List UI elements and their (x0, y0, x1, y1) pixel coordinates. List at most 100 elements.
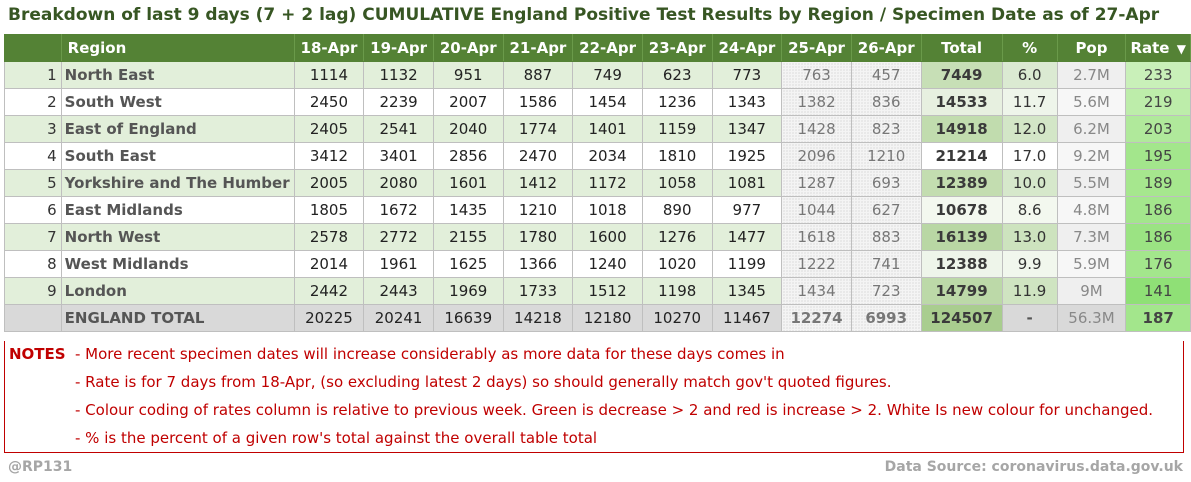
row-percent: 12.0 (1001, 115, 1058, 143)
row-rate: 203 (1125, 115, 1191, 143)
header-date[interactable]: 19-Apr (363, 34, 434, 62)
header-index (4, 34, 62, 62)
row-total: 12388 (920, 250, 1003, 278)
row-percent: - (1001, 304, 1058, 332)
row-index: 2 (4, 88, 62, 116)
row-population: 6.2M (1056, 115, 1127, 143)
region-name: ENGLAND TOTAL (60, 304, 295, 332)
row-total: 14533 (920, 88, 1003, 116)
note-line: - Rate is for 7 days from 18-Apr, (so ex… (75, 373, 892, 391)
data-source: Data Source: coronavirus.data.gov.uk (884, 459, 1183, 475)
lag-day-value: 723 (850, 277, 922, 305)
day-value: 3401 (363, 142, 434, 170)
day-value: 1081 (711, 169, 783, 197)
header-total[interactable]: Total (920, 34, 1003, 62)
lag-day-value: 693 (850, 169, 922, 197)
day-value: 2541 (363, 115, 434, 143)
row-population: 7.3M (1056, 223, 1127, 251)
day-value: 2443 (363, 277, 434, 305)
table-row: 1 North East 1114 1132 951 887 749 623 773 763 457… (4, 61, 1191, 89)
lag-day-value: 1044 (781, 196, 852, 224)
header-date[interactable]: 20-Apr (432, 34, 504, 62)
day-value: 1058 (641, 169, 713, 197)
header-date[interactable]: 23-Apr (641, 34, 713, 62)
header-rate[interactable]: Rate ▼ (1125, 34, 1191, 62)
day-value: 16639 (432, 304, 504, 332)
header-date[interactable]: 18-Apr (293, 34, 365, 62)
day-value: 1366 (502, 250, 574, 278)
day-value: 1586 (502, 88, 574, 116)
row-rate: 176 (1125, 250, 1191, 278)
day-value: 1210 (502, 196, 574, 224)
row-population: 5.5M (1056, 169, 1127, 197)
day-value: 1401 (572, 115, 643, 143)
day-value: 1198 (641, 277, 713, 305)
day-value: 2772 (363, 223, 434, 251)
lag-day-value: 2096 (781, 142, 852, 170)
day-value: 1601 (432, 169, 504, 197)
notes-box: NOTES - More recent specimen dates will … (4, 341, 1184, 453)
header-pct[interactable]: % (1001, 34, 1058, 62)
row-population: 2.7M (1056, 61, 1127, 89)
day-value: 1240 (572, 250, 643, 278)
notes-label: NOTES (9, 345, 66, 363)
table-row: 2 South West 2450 2239 2007 1586 1454 1236 1343 1… (4, 88, 1191, 116)
row-index: 6 (4, 196, 62, 224)
day-value: 1347 (711, 115, 783, 143)
header-date[interactable]: 21-Apr (502, 34, 574, 62)
day-value: 3412 (293, 142, 365, 170)
day-value: 1780 (502, 223, 574, 251)
day-value: 12180 (572, 304, 643, 332)
row-index: 8 (4, 250, 62, 278)
lag-day-value: 836 (850, 88, 922, 116)
table-row: 8 West Midlands 2014 1961 1625 1366 1240 1020 11… (4, 250, 1191, 278)
day-value: 2080 (363, 169, 434, 197)
day-value: 1172 (572, 169, 643, 197)
lag-day-value: 457 (850, 61, 922, 89)
sort-descending-icon[interactable]: ▼ (1176, 42, 1186, 56)
header-region[interactable]: Region (60, 34, 295, 62)
table-row: 5 Yorkshire and The Humber 2005 2080 1601 141… (4, 169, 1191, 197)
lag-day-value: 741 (850, 250, 922, 278)
lag-day-value: 1210 (850, 142, 922, 170)
row-total: 12389 (920, 169, 1003, 197)
day-value: 1672 (363, 196, 434, 224)
day-value: 2005 (293, 169, 365, 197)
row-percent: 11.7 (1001, 88, 1058, 116)
header-pop[interactable]: Pop (1056, 34, 1127, 62)
lag-day-value: 12274 (781, 304, 852, 332)
header-date[interactable]: 25-Apr (781, 34, 852, 62)
day-value: 2239 (363, 88, 434, 116)
row-rate: 189 (1125, 169, 1191, 197)
day-value: 1343 (711, 88, 783, 116)
day-value: 951 (432, 61, 504, 89)
author-handle: @RP131 (8, 459, 73, 475)
day-value: 2856 (432, 142, 504, 170)
day-value: 1345 (711, 277, 783, 305)
day-value: 14218 (502, 304, 574, 332)
day-value: 1020 (641, 250, 713, 278)
header-date[interactable]: 26-Apr (850, 34, 922, 62)
day-value: 1625 (432, 250, 504, 278)
header-row: Region 18-Apr 19-Apr 20-Apr 21-Apr 22-Ap… (4, 34, 1191, 62)
note-line: - Colour coding of rates column is relat… (75, 401, 1153, 419)
row-population: 5.9M (1056, 250, 1127, 278)
lag-day-value: 6993 (850, 304, 922, 332)
lag-day-value: 883 (850, 223, 922, 251)
day-value: 2034 (572, 142, 643, 170)
results-table: Region 18-Apr 19-Apr 20-Apr 21-Apr 22-Ap… (4, 34, 1191, 332)
day-value: 1477 (711, 223, 783, 251)
day-value: 1961 (363, 250, 434, 278)
region-name: East Midlands (60, 196, 295, 224)
day-value: 2450 (293, 88, 365, 116)
row-index: 7 (4, 223, 62, 251)
row-percent: 13.0 (1001, 223, 1058, 251)
lag-day-value: 823 (850, 115, 922, 143)
header-date[interactable]: 22-Apr (572, 34, 643, 62)
table-row: 9 London 2442 2443 1969 1733 1512 1198 1345 1434 7… (4, 277, 1191, 305)
table-row: 6 East Midlands 1805 1672 1435 1210 1018 890 977… (4, 196, 1191, 224)
header-date[interactable]: 24-Apr (711, 34, 783, 62)
row-total: 14799 (920, 277, 1003, 305)
table-row: 3 East of England 2405 2541 2040 1774 1401 1159… (4, 115, 1191, 143)
day-value: 890 (641, 196, 713, 224)
